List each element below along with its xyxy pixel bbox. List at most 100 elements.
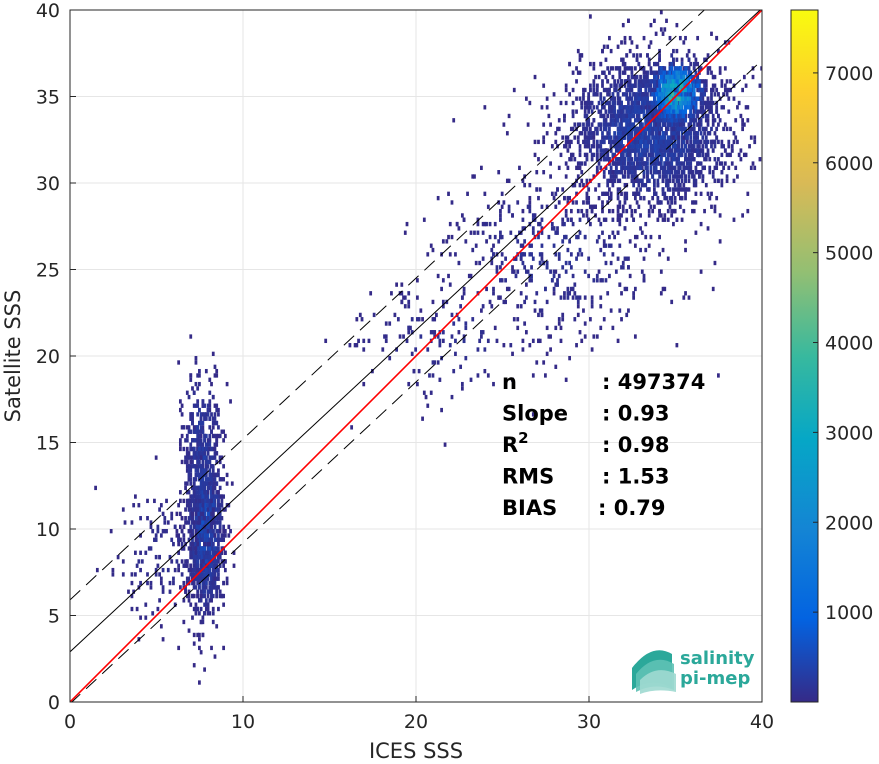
density-cell-1035 xyxy=(623,40,627,45)
density-cell-342 xyxy=(633,208,637,214)
density-cell-4499 xyxy=(199,485,203,491)
density-cell-4049 xyxy=(206,533,210,538)
density-cell-2558 xyxy=(668,170,672,175)
density-cell-3182 xyxy=(694,83,698,88)
density-cell-4395 xyxy=(196,511,200,517)
density-cell-4023 xyxy=(206,606,210,612)
density-cell-224 xyxy=(578,144,582,149)
density-cell-2890 xyxy=(673,100,677,106)
density-cell-1462 xyxy=(630,139,634,145)
density-cell-4887 xyxy=(632,295,636,300)
density-cell-567 xyxy=(644,118,648,123)
density-cell-4959 xyxy=(599,278,603,283)
density-cell-1039 xyxy=(618,96,622,101)
density-cell-4709 xyxy=(196,498,200,504)
density-cell-2360 xyxy=(651,131,655,136)
density-cell-1284 xyxy=(620,113,623,119)
density-cell-4111 xyxy=(196,554,200,560)
density-cell-285 xyxy=(602,126,606,132)
density-cell-923 xyxy=(611,174,615,179)
density-cell-4069 xyxy=(223,550,227,555)
density-cell-517 xyxy=(647,243,651,248)
density-cell-2635 xyxy=(647,61,651,67)
density-cell-3251 xyxy=(684,118,687,123)
density-cell-4184 xyxy=(206,589,210,594)
density-cell-2936 xyxy=(697,96,701,101)
density-cell-773 xyxy=(571,87,575,93)
density-cell-3545 xyxy=(189,498,193,504)
density-cell-1223 xyxy=(692,96,696,101)
density-cell-4833 xyxy=(201,399,205,404)
density-cell-3181 xyxy=(658,92,661,97)
density-cell-2447 xyxy=(642,100,646,106)
density-cell-3423 xyxy=(206,481,210,486)
density-cell-665 xyxy=(599,152,603,158)
density-cell-1868 xyxy=(675,22,679,28)
density-cell-718 xyxy=(647,57,651,62)
density-cell-3634 xyxy=(211,563,215,568)
density-cell-1457 xyxy=(637,135,641,140)
density-cell-1099 xyxy=(729,87,732,93)
density-cell-4257 xyxy=(217,507,220,512)
density-cell-1550 xyxy=(627,174,630,179)
density-cell-2578 xyxy=(621,148,625,153)
density-cell-1318 xyxy=(672,152,675,158)
density-cell-2538 xyxy=(571,109,575,114)
density-cell-4393 xyxy=(199,598,203,603)
density-cell-3195 xyxy=(659,70,663,75)
density-cell-1742 xyxy=(706,152,710,158)
density-cell-46 xyxy=(635,105,639,110)
density-cell-4336 xyxy=(223,533,227,538)
density-cell-2032 xyxy=(628,118,632,123)
density-cell-1268 xyxy=(627,139,630,145)
density-cell-4931 xyxy=(521,252,525,257)
density-cell-4467 xyxy=(199,446,203,452)
density-cell-3775 xyxy=(213,520,217,525)
density-cell-4044 xyxy=(203,498,206,504)
density-cell-2156 xyxy=(628,122,632,127)
density-cell-4400 xyxy=(208,511,212,517)
density-cell-3870 xyxy=(211,576,215,581)
density-cell-1299 xyxy=(718,161,722,166)
density-cell-3538 xyxy=(177,533,181,538)
density-cell-1663 xyxy=(692,174,696,179)
density-cell-763 xyxy=(734,118,738,123)
density-cell-3349 xyxy=(684,92,687,97)
density-cell-2931 xyxy=(687,57,691,62)
density-cell-2069 xyxy=(616,131,620,136)
density-cell-2628 xyxy=(696,113,700,119)
density-cell-4779 xyxy=(196,459,200,465)
density-cell-73 xyxy=(684,35,687,41)
density-cell-4784 xyxy=(213,481,217,486)
density-cell-1501 xyxy=(647,178,651,183)
density-cell-3212 xyxy=(646,96,649,101)
density-cell-2585 xyxy=(557,118,561,123)
density-cell-3905 xyxy=(213,477,217,482)
density-cell-1390 xyxy=(625,122,629,127)
density-cell-2536 xyxy=(627,148,630,153)
density-cell-4333 xyxy=(217,503,220,508)
density-cell-782 xyxy=(658,234,661,240)
density-cell-4036 xyxy=(222,593,226,599)
density-cell-4723 xyxy=(196,494,200,499)
density-cell-781 xyxy=(613,79,616,84)
density-cell-2259 xyxy=(637,109,641,114)
density-cell-759 xyxy=(618,139,622,145)
density-cell-727 xyxy=(635,178,639,183)
density-cell-600 xyxy=(691,200,694,205)
density-cell-1214 xyxy=(590,135,594,140)
density-cell-500 xyxy=(628,273,632,279)
density-cell-4663 xyxy=(204,368,208,374)
density-cell-4836 xyxy=(189,416,193,421)
density-cell-4256 xyxy=(191,550,194,555)
density-cell-1753 xyxy=(633,109,637,114)
density-cell-1387 xyxy=(597,195,601,201)
density-cell-2753 xyxy=(668,83,672,88)
density-cell-1948 xyxy=(640,100,644,106)
density-cell-2419 xyxy=(701,126,705,132)
density-cell-4909 xyxy=(505,178,509,183)
density-cell-2276 xyxy=(647,126,651,132)
density-cell-4109 xyxy=(187,516,191,521)
density-cell-3738 xyxy=(180,529,184,534)
density-cell-624 xyxy=(682,40,686,45)
